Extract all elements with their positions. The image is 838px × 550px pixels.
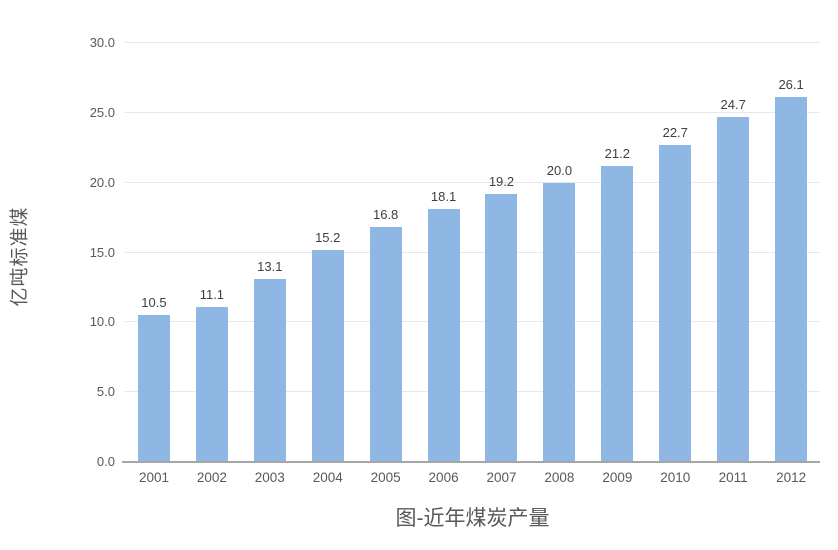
bar-slot: 13.1 bbox=[241, 43, 299, 462]
x-tick-label: 2004 bbox=[312, 470, 343, 485]
gridline bbox=[125, 111, 820, 113]
x-tick-label: 2007 bbox=[486, 470, 517, 485]
bar bbox=[775, 97, 808, 462]
bar-value-label: 18.1 bbox=[430, 189, 457, 205]
y-tick-label: 25.0 bbox=[89, 104, 115, 120]
x-tick-label: 2002 bbox=[196, 470, 227, 485]
bar bbox=[485, 193, 518, 462]
bar bbox=[659, 144, 692, 462]
bar bbox=[253, 279, 286, 462]
bar-slot: 24.7 bbox=[704, 43, 762, 462]
x-tick-label: 2005 bbox=[370, 470, 401, 485]
x-tick-label: 2011 bbox=[718, 470, 748, 485]
bar-slot: 21.2 bbox=[588, 43, 646, 462]
x-tick-label: 2003 bbox=[254, 470, 285, 485]
bar-slot: 15.2 bbox=[299, 43, 357, 462]
y-tick-label: 30.0 bbox=[89, 35, 115, 50]
x-axis-line bbox=[122, 461, 820, 463]
bar-value-label: 10.5 bbox=[141, 295, 167, 311]
bar-value-label: 20.0 bbox=[546, 162, 573, 178]
bar-value-label: 19.2 bbox=[488, 173, 515, 189]
x-tick-labels: 2001 2002 2003 2004 2005 2006 2007 2008 2009 2010… bbox=[125, 470, 820, 485]
bar-slot: 19.2 bbox=[473, 43, 531, 462]
y-tick-label: 20.0 bbox=[89, 174, 115, 190]
bar-slot: 18.1 bbox=[415, 43, 473, 462]
plot-area: 10.5 11.1 13.1 15.2 16.8 18.1 19.2 20.0 21.2 22.7… bbox=[122, 42, 820, 463]
bar-value-label: 22.7 bbox=[662, 124, 688, 140]
gridline bbox=[125, 321, 820, 323]
gridline bbox=[125, 251, 820, 253]
bar-slot: 10.5 bbox=[125, 43, 183, 462]
gridline bbox=[125, 181, 820, 183]
bar bbox=[601, 165, 634, 462]
y-tick-label: 0.0 bbox=[96, 454, 115, 469]
x-tick-label: 2006 bbox=[428, 470, 459, 485]
bar-value-label: 16.8 bbox=[372, 207, 399, 223]
bar bbox=[311, 249, 344, 462]
bar-slot: 22.7 bbox=[646, 43, 704, 462]
bar-value-label: 13.1 bbox=[257, 259, 283, 275]
bar bbox=[427, 209, 460, 462]
x-tick-label: 2012 bbox=[776, 470, 807, 485]
bar bbox=[717, 117, 750, 462]
bar bbox=[543, 182, 576, 462]
bars-container: 10.5 11.1 13.1 15.2 16.8 18.1 19.2 20.0 21.2 22.7… bbox=[125, 43, 820, 462]
y-tick-label: 10.0 bbox=[89, 314, 115, 330]
x-tick-label: 2009 bbox=[602, 470, 633, 485]
bar-slot: 20.0 bbox=[530, 43, 588, 462]
bar-value-label: 11.1 bbox=[199, 286, 225, 302]
gridline bbox=[125, 42, 820, 43]
y-tick-label: 15.0 bbox=[89, 244, 115, 260]
bar bbox=[137, 315, 170, 462]
x-tick-label: 2010 bbox=[660, 470, 691, 485]
bar bbox=[369, 227, 402, 462]
gridline bbox=[125, 391, 820, 393]
bar-value-label: 24.7 bbox=[720, 97, 746, 113]
bar-slot: 26.1 bbox=[762, 43, 820, 462]
x-tick-label: 2008 bbox=[544, 470, 575, 485]
bar-value-label: 21.2 bbox=[604, 145, 630, 161]
y-axis-title: 亿吨标准煤 bbox=[9, 206, 31, 307]
y-tick-label: 5.0 bbox=[96, 384, 115, 400]
bar-value-label: 15.2 bbox=[315, 229, 341, 245]
chart-title: 图-近年煤炭产量 bbox=[395, 507, 550, 530]
bar-value-label: 26.1 bbox=[778, 77, 804, 93]
bar bbox=[195, 306, 228, 462]
bar-slot: 11.1 bbox=[183, 43, 241, 462]
x-tick-label: 2001 bbox=[138, 470, 169, 485]
bar-slot: 16.8 bbox=[357, 43, 415, 462]
